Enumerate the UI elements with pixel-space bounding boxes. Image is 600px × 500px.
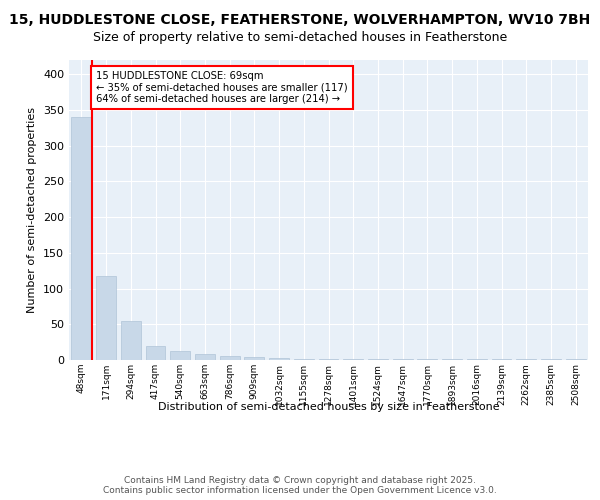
Bar <box>71 117 91 360</box>
Bar <box>294 358 314 360</box>
Text: Size of property relative to semi-detached houses in Featherstone: Size of property relative to semi-detach… <box>93 31 507 44</box>
Bar <box>220 356 239 360</box>
Text: 15 HUDDLESTONE CLOSE: 69sqm
← 35% of semi-detached houses are smaller (117)
64% : 15 HUDDLESTONE CLOSE: 69sqm ← 35% of sem… <box>96 70 348 104</box>
Bar <box>269 358 289 360</box>
Bar <box>146 346 166 360</box>
Text: Contains HM Land Registry data © Crown copyright and database right 2025.
Contai: Contains HM Land Registry data © Crown c… <box>103 476 497 495</box>
Bar <box>319 358 338 360</box>
Bar <box>343 358 363 360</box>
Text: 15, HUDDLESTONE CLOSE, FEATHERSTONE, WOLVERHAMPTON, WV10 7BH: 15, HUDDLESTONE CLOSE, FEATHERSTONE, WOL… <box>10 12 590 26</box>
Bar <box>244 357 264 360</box>
Bar <box>195 354 215 360</box>
Text: Distribution of semi-detached houses by size in Featherstone: Distribution of semi-detached houses by … <box>158 402 500 412</box>
Bar <box>121 320 140 360</box>
Y-axis label: Number of semi-detached properties: Number of semi-detached properties <box>28 107 37 313</box>
Bar <box>96 276 116 360</box>
Bar <box>170 352 190 360</box>
